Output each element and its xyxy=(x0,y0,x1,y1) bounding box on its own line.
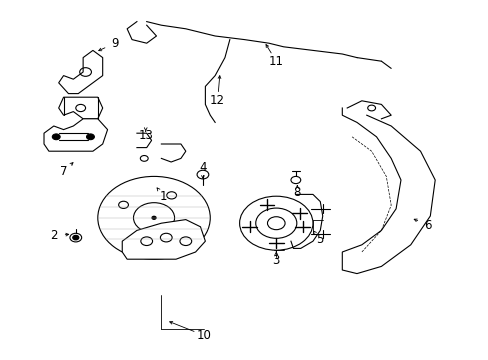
Polygon shape xyxy=(59,50,102,94)
Polygon shape xyxy=(59,97,102,119)
Text: 1: 1 xyxy=(160,190,167,203)
Polygon shape xyxy=(44,119,107,151)
Text: 12: 12 xyxy=(210,94,224,107)
Text: 7: 7 xyxy=(60,165,67,177)
Text: 13: 13 xyxy=(138,129,153,141)
Text: 3: 3 xyxy=(272,255,280,267)
Text: 9: 9 xyxy=(111,37,119,50)
Text: 4: 4 xyxy=(199,161,206,174)
Circle shape xyxy=(152,216,156,219)
Text: 2: 2 xyxy=(50,229,58,242)
Circle shape xyxy=(52,134,60,140)
Circle shape xyxy=(86,134,94,140)
Text: 8: 8 xyxy=(293,186,301,199)
Circle shape xyxy=(73,235,79,240)
Text: 10: 10 xyxy=(197,329,211,342)
Text: 6: 6 xyxy=(423,219,431,231)
Polygon shape xyxy=(122,220,205,259)
Text: 11: 11 xyxy=(268,55,283,68)
Text: 5: 5 xyxy=(316,233,324,246)
